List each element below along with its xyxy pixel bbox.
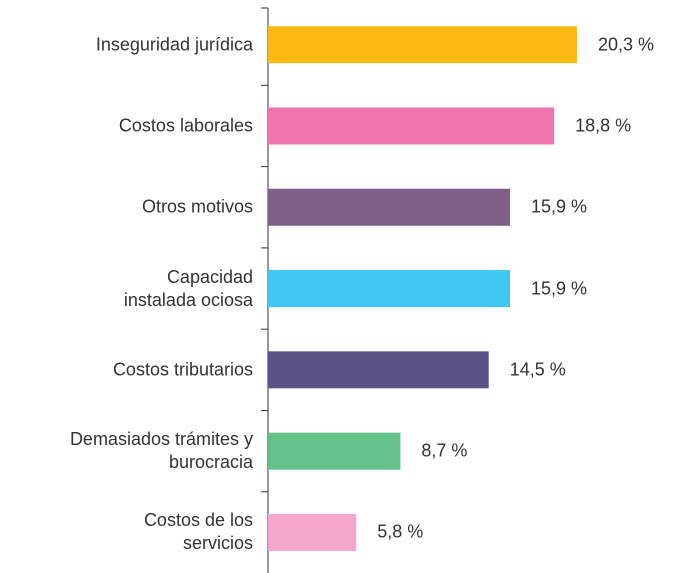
value-label: 15,9 % [530,278,588,299]
bar [268,513,357,551]
category-label: Costos tributarios [112,359,253,380]
bar [268,107,555,145]
value-label: 18,8 % [575,115,632,136]
value-label: 14,5 % [509,359,566,380]
value-label: 5,8 % [377,521,424,542]
category-label: Demasiados trámites y burocracia [69,429,253,473]
value-label: 15,9 % [530,196,588,217]
bar [268,26,577,64]
bar [268,351,489,389]
bar [268,270,510,308]
category-label: Costos laborales [118,115,253,136]
bar [268,432,401,470]
category-label: Inseguridad jurídica [95,34,253,55]
category-label: Costos de los servicios [143,510,253,554]
value-label: 20,3 % [597,34,654,55]
category-label: Otros motivos [141,196,253,217]
value-label: 8,7 % [421,440,468,461]
category-label: Capacidad instalada ociosa [123,266,253,310]
bar [268,188,510,226]
